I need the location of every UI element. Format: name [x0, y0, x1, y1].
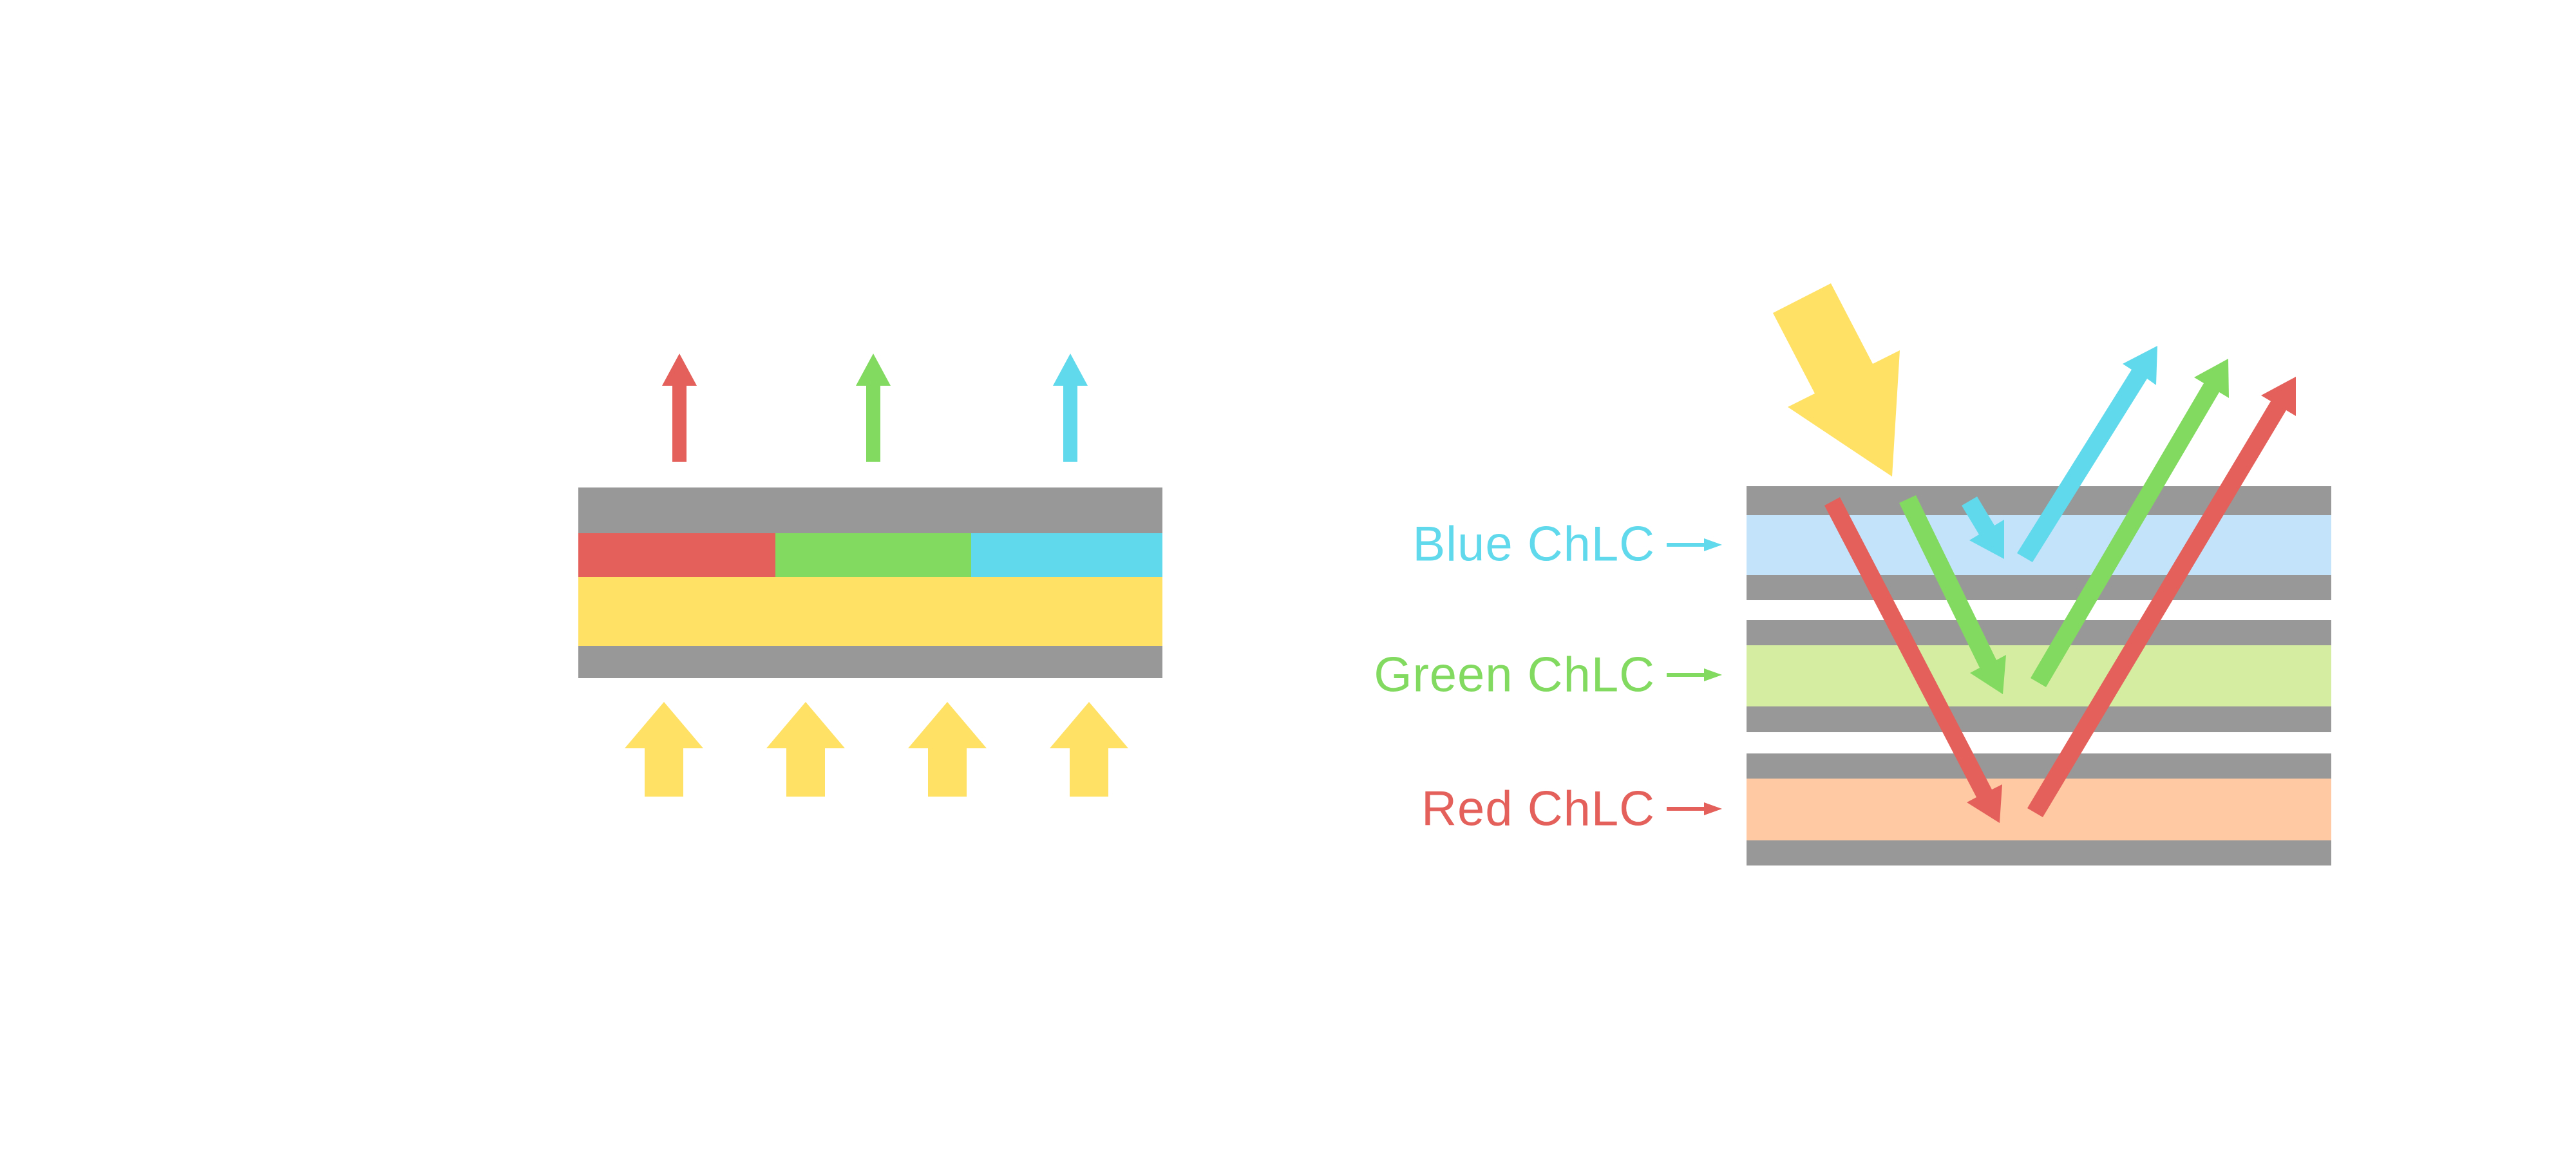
incident-light-arrow-icon — [1773, 283, 1900, 477]
green-cell-top-substrate — [1747, 620, 2331, 645]
green-chlc-label: Green ChLC — [1374, 648, 1655, 703]
red-light-down-arrow-icon — [1824, 497, 2002, 823]
blue-chlc-label: Blue ChLC — [1412, 517, 1655, 572]
cyan-light-down-arrow-icon — [1962, 497, 2004, 559]
red-light-reflected-arrow-icon — [2027, 377, 2296, 817]
emitted-red-arrow-up-icon — [662, 354, 697, 462]
green-light-reflected-arrow-icon — [2031, 359, 2229, 687]
bottom-substrate-layer — [578, 646, 1162, 678]
red-pixel-segment — [578, 533, 775, 577]
cyan-light-reflected-arrow-icon — [2017, 346, 2157, 562]
emitted-green-arrow-up-icon — [856, 354, 891, 462]
left-panel-backlit-stack — [578, 354, 1162, 797]
red-label-pointer-arrow-icon — [1667, 802, 1722, 815]
blue-label-pointer-arrow-icon — [1667, 538, 1722, 551]
cyan-pixel-segment — [971, 533, 1162, 577]
green-cell-bottom-substrate — [1747, 706, 2331, 732]
red-cell-bottom-substrate — [1747, 840, 2331, 866]
red-chlc-label: Red ChLC — [1421, 782, 1655, 837]
backlight-layer — [578, 577, 1162, 646]
backlight-arrow-up-icon-2 — [766, 702, 845, 797]
emitted-cyan-arrow-up-icon — [1053, 354, 1088, 462]
backlight-arrow-up-icon-3 — [908, 702, 987, 797]
red-cell-top-substrate — [1747, 753, 2331, 779]
right-panel-chlc-stack: Blue ChLC Green ChLC Red ChLC — [1374, 283, 2331, 866]
backlight-arrow-up-icon-1 — [625, 702, 703, 797]
backlight-arrow-up-icon-4 — [1050, 702, 1128, 797]
top-substrate-layer — [578, 487, 1162, 533]
blue-cell-bottom-substrate — [1747, 575, 2331, 600]
green-pixel-segment — [775, 533, 971, 577]
green-label-pointer-arrow-icon — [1667, 668, 1722, 681]
green-light-down-arrow-icon — [1899, 495, 2006, 694]
